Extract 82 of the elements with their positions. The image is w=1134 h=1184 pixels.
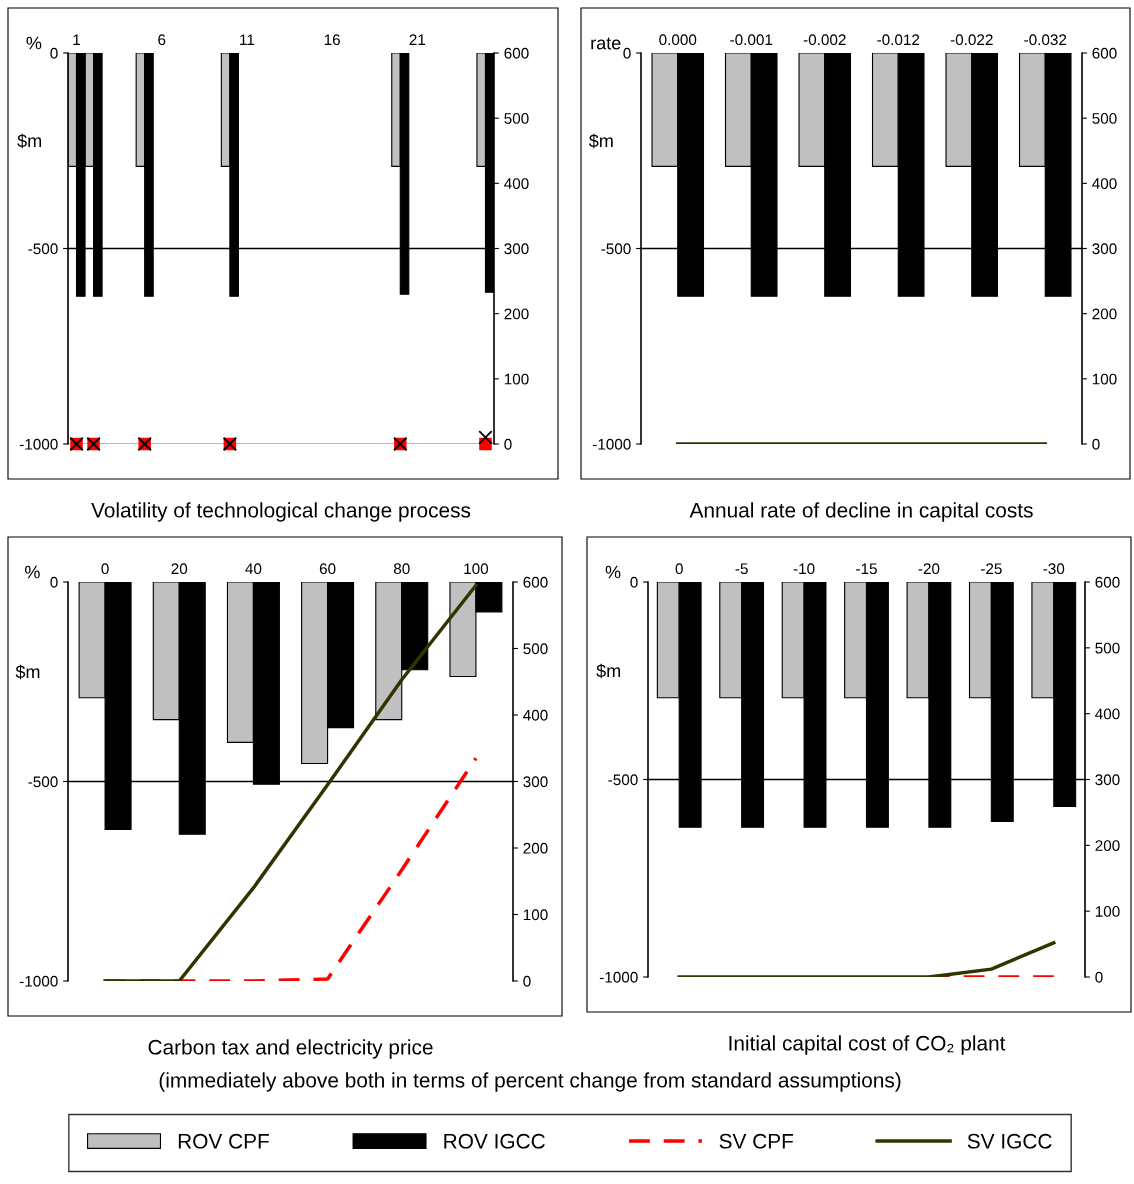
y2-tick-label: 400: [1095, 708, 1120, 720]
y2-tick-label: 300: [1095, 774, 1120, 786]
legend-label: SV IGCC: [967, 1133, 1052, 1149]
text: Volatility of technological change process: [91, 502, 471, 522]
x-tick-label: -30: [1043, 563, 1065, 575]
x-axis-title: rate: [591, 37, 621, 50]
x-tick-label: -5: [735, 563, 748, 575]
x-tick-label: -0.002: [803, 34, 846, 46]
y2-tick-label: 600: [504, 47, 529, 59]
y2-tick-label: 100: [523, 909, 548, 921]
x-tick-label: 0: [675, 563, 683, 575]
y2-tick-label: 0: [523, 975, 531, 987]
y2-tick-label: 500: [504, 113, 529, 124]
x-tick-label: 60: [319, 563, 336, 575]
text: Carbon tax and electricity price: [148, 1039, 433, 1059]
text: Annual rate of decline in capital costs: [689, 502, 1033, 522]
y2-tick-label: 200: [1095, 840, 1120, 852]
y2-tick-label: 0: [1092, 438, 1100, 450]
y-tick-label: -500: [608, 774, 638, 786]
y-tick-label: -1000: [592, 438, 631, 450]
y2-tick-label: 200: [1092, 308, 1117, 320]
x-axis-title: %: [25, 565, 40, 579]
y2-tick-label: 300: [1092, 243, 1117, 255]
text: Initial capital cost of CO₂ plant: [729, 1035, 1006, 1055]
x-tick-label: 21: [409, 34, 426, 45]
x-tick-label: -25: [981, 563, 1002, 575]
y2-tick-label: 100: [1095, 906, 1120, 917]
x-tick-label: 100: [464, 563, 489, 575]
y2-tick-label: 300: [523, 776, 548, 788]
x-tick-label: 0.000: [659, 34, 697, 46]
x-axis-title: %: [605, 565, 621, 579]
y-axis-title: $m: [588, 133, 613, 149]
y-tick-label: 0: [630, 576, 638, 588]
y2-tick-label: 0: [504, 438, 512, 450]
y-tick-label: 0: [623, 47, 631, 59]
y2-tick-label: 600: [1095, 576, 1120, 588]
y-tick-label: -1000: [599, 971, 638, 983]
x-tick-label: -0.001: [730, 34, 773, 46]
y2-tick-label: 100: [1092, 373, 1117, 385]
y2-tick-label: 400: [523, 709, 548, 721]
y-axis-title: $m: [596, 663, 621, 679]
y2-tick-label: 600: [523, 576, 548, 588]
y-tick-label: -1000: [19, 438, 58, 450]
y2-tick-label: 400: [1092, 178, 1117, 190]
legend-label: ROV IGCC: [444, 1133, 545, 1149]
y-tick-label: -500: [28, 243, 58, 255]
y2-tick-label: 400: [504, 178, 529, 190]
x-tick-label: -0.012: [877, 34, 920, 46]
x-tick-label: 6: [158, 34, 166, 46]
y-tick-label: 0: [50, 576, 58, 588]
y-tick-label: -500: [28, 776, 58, 788]
x-tick-label: -15: [856, 563, 877, 575]
y-axis-title: $m: [15, 664, 40, 680]
x-tick-label: 80: [393, 563, 410, 575]
x-tick-label: -0.022: [950, 34, 993, 46]
x-axis-title: %: [26, 36, 42, 50]
y2-tick-label: 200: [504, 308, 529, 320]
y2-tick-label: 500: [523, 643, 548, 655]
x-tick-label: 11: [240, 34, 255, 45]
y2-tick-label: 300: [504, 243, 529, 255]
y-tick-label: -1000: [19, 975, 58, 987]
legend-label: ROV CPF: [178, 1133, 269, 1149]
y2-tick-label: 500: [1095, 642, 1120, 654]
x-tick-label: 20: [171, 563, 188, 575]
y-tick-label: 0: [50, 47, 58, 59]
y2-tick-label: 0: [1095, 971, 1103, 983]
x-tick-label: 40: [245, 563, 262, 575]
y-axis-title: $m: [17, 133, 42, 149]
x-tick-label: -0.032: [1024, 34, 1067, 46]
y-tick-label: -500: [601, 243, 631, 255]
line-series: [103, 583, 478, 981]
y2-tick-label: 100: [504, 373, 529, 385]
x-tick-label: 0: [101, 563, 109, 575]
x-tick-label: 16: [324, 34, 340, 46]
x-tick-label: -20: [918, 563, 940, 575]
y2-tick-label: 600: [1092, 47, 1117, 59]
y2-tick-label: 200: [523, 842, 548, 854]
x-tick-label: -10: [793, 563, 815, 575]
x-tick-label: 1: [73, 34, 81, 45]
legend-label: SV CPF: [719, 1133, 794, 1149]
text: (immediately above both in terms of percent change from standard assumptions): [159, 1072, 901, 1092]
y2-tick-label: 500: [1092, 113, 1117, 124]
